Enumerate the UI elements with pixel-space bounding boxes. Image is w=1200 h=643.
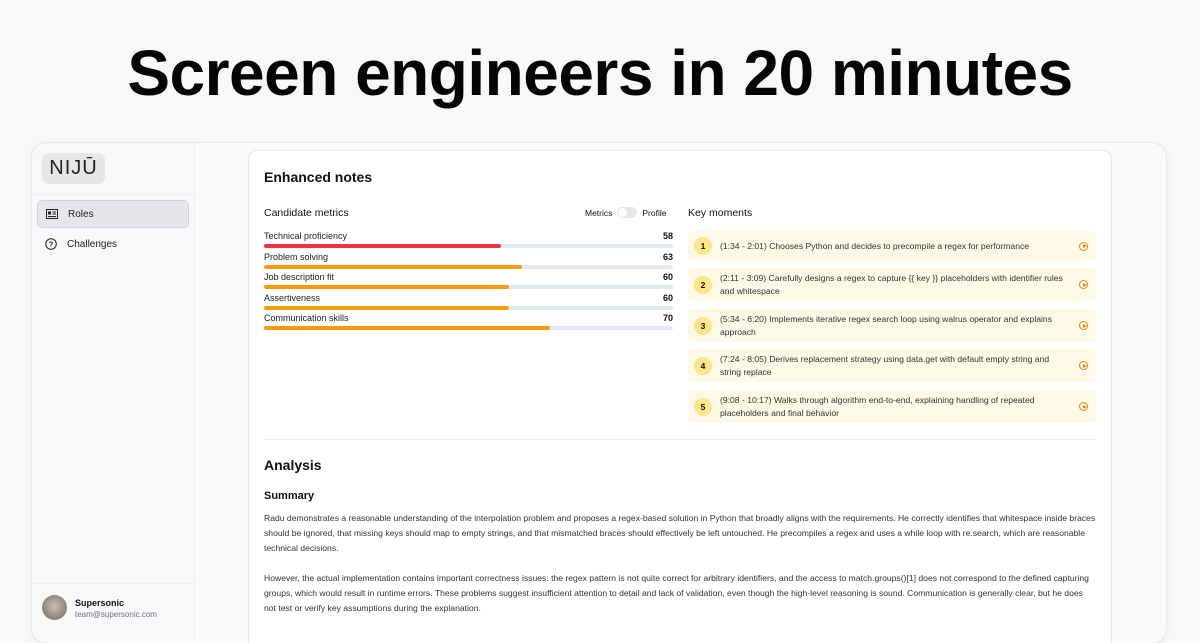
metric-bar-track	[264, 264, 673, 269]
metric-row: Assertiveness 60	[264, 293, 673, 313]
summary-title: Summary	[264, 490, 315, 502]
app-window: NIJŪ Roles ? Challenges Supersonic team@…	[32, 143, 1166, 643]
summary-paragraph: Radu demonstrates a reasonable understan…	[264, 513, 1096, 553]
metric-bar-track	[264, 326, 673, 330]
key-moment-text: (1:34 - 2:01) Chooses Python and decides…	[720, 240, 1030, 251]
metric-bar-fill	[264, 326, 551, 330]
sidebar-item-roles[interactable]: Roles	[37, 200, 189, 228]
key-moment-text: (9:08 - 10:17) Walks through algorithm e…	[720, 394, 1035, 418]
metric-value: 60	[662, 272, 673, 282]
metric-value: 63	[662, 251, 673, 262]
user-section[interactable]	[32, 583, 194, 604]
sidebar-item-label: Roles	[68, 208, 94, 220]
metric-bar-track	[264, 244, 673, 248]
key-moment-number: 1	[694, 237, 712, 255]
metric-value: 58	[662, 231, 673, 241]
divider	[264, 439, 1096, 440]
summary-paragraph: However, the actual implementation conta…	[264, 573, 1089, 613]
section-title: Enhanced notes	[264, 169, 373, 185]
analysis-title: Analysis	[264, 457, 322, 473]
metric-label: Assertiveness	[264, 292, 321, 303]
headline: Screen engineers in 20 minutes	[127, 37, 1073, 109]
play-icon[interactable]	[1079, 241, 1088, 251]
metric-row: Problem solving 63	[264, 252, 673, 272]
key-moment-number: 4	[694, 356, 712, 375]
question-circle-icon: ?	[45, 238, 57, 250]
play-icon[interactable]	[1079, 361, 1088, 370]
key-moment-text: (5:34 - 6:20) Implements iterative regex…	[720, 313, 1052, 337]
metric-row: Communication skills 70	[264, 313, 673, 333]
divider	[32, 194, 194, 195]
metric-value: 70	[662, 313, 673, 323]
metric-bar-fill	[264, 244, 502, 248]
key-moment[interactable]: 3 (5:34 - 6:20) Implements iterative rege…	[688, 309, 1096, 342]
avatar	[42, 595, 67, 620]
user-email: team@supersonic.com	[75, 610, 157, 619]
metric-label: Technical proficiency	[264, 231, 348, 241]
enhanced-notes-card: Enhanced notes Candidate metrics Metrics…	[248, 150, 1112, 643]
sidebar-item-label: Challenges	[67, 238, 118, 250]
id-card-icon	[46, 209, 58, 219]
key-moment-text: (2:11 - 3:09) Carefully designs a regex …	[720, 272, 1063, 296]
metrics-profile-toggle[interactable]: Metrics Profile	[585, 207, 666, 218]
svg-text:?: ?	[49, 240, 54, 249]
metric-bar-track	[264, 305, 673, 310]
key-moment-number: 5	[694, 397, 712, 416]
metric-bar-fill	[264, 305, 510, 310]
metric-row: Job description fit 60	[264, 272, 673, 292]
metric-label: Problem solving	[264, 251, 329, 262]
toggle-switch[interactable]	[617, 207, 638, 218]
play-icon[interactable]	[1079, 402, 1088, 411]
metric-row: Technical proficiency 58	[264, 231, 673, 251]
metric-value: 60	[662, 292, 673, 303]
toggle-label-metrics: Metrics	[585, 207, 613, 218]
metrics-title: Candidate metrics	[264, 207, 349, 219]
play-icon[interactable]	[1079, 280, 1088, 289]
toggle-label-profile: Profile	[642, 207, 667, 218]
metric-bar-fill	[264, 264, 522, 269]
sidebar-item-challenges[interactable]: ? Challenges	[37, 230, 189, 258]
metric-bar-fill	[264, 285, 510, 289]
key-moment-number: 2	[694, 275, 712, 294]
key-moment[interactable]: 4 (7:24 - 8:05) Derives replacement strat…	[688, 349, 1096, 382]
key-moments-title: Key moments	[688, 207, 753, 219]
user-name: Supersonic	[75, 598, 125, 608]
metric-label: Communication skills	[264, 313, 349, 323]
metric-bar-track	[264, 285, 673, 289]
sidebar: NIJŪ Roles ? Challenges Supersonic team@…	[32, 143, 195, 643]
play-icon[interactable]	[1079, 321, 1088, 330]
key-moment[interactable]: 5 (9:08 - 10:17) Walks through algorithm …	[688, 390, 1096, 423]
logo: NIJŪ	[42, 153, 105, 184]
key-moment[interactable]: 2 (2:11 - 3:09) Carefully designs a regex…	[688, 268, 1096, 301]
key-moment[interactable]: 1 (1:34 - 2:01) Chooses Python and decide…	[688, 231, 1096, 261]
key-moment-text: (7:24 - 8:05) Derives replacement strate…	[720, 353, 1050, 377]
metric-label: Job description fit	[264, 272, 335, 282]
key-moment-number: 3	[694, 316, 712, 335]
